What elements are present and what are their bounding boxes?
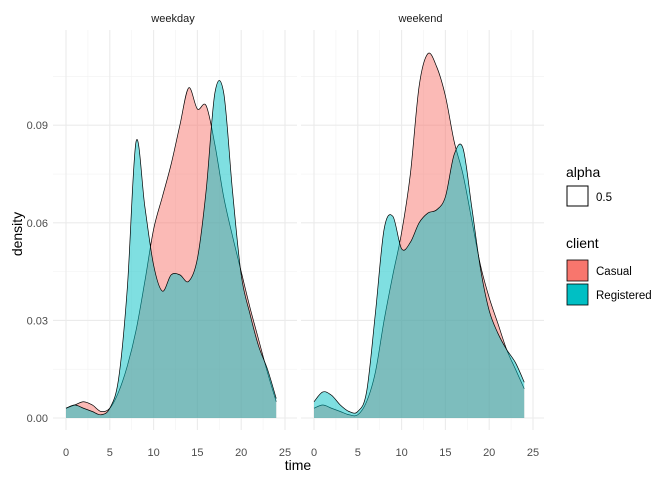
x-tick-label: 15 — [191, 447, 203, 459]
density-area-registered — [314, 144, 525, 418]
x-tick-label: 10 — [395, 447, 407, 459]
x-axis-ticks-weekday: 0 5 10 15 20 25 — [63, 447, 291, 459]
legend-client: client Casual Registered — [566, 235, 652, 306]
x-tick-label: 20 — [483, 447, 495, 459]
y-tick-label: 0.09 — [27, 120, 48, 132]
y-axis-ticks: 0.00 0.03 0.06 0.09 — [27, 120, 48, 425]
density-line-registered — [313, 143, 525, 414]
x-tick-label: 20 — [235, 447, 247, 459]
y-tick-label: 0.03 — [27, 315, 48, 327]
legend-label-registered: Registered — [596, 290, 652, 302]
legend-label-casual: Casual — [596, 266, 632, 278]
x-tick-label: 5 — [107, 447, 113, 459]
legend-alpha-key — [566, 185, 589, 207]
legend-key-casual — [566, 259, 589, 282]
legend-key-registered — [566, 283, 589, 306]
x-tick-label: 5 — [355, 447, 361, 459]
x-axis-title: time — [285, 457, 312, 473]
x-tick-label: 0 — [63, 447, 69, 459]
x-tick-label: 0 — [311, 447, 317, 459]
x-tick-label: 25 — [279, 447, 291, 459]
x-axis-ticks-weekend: 0 5 10 15 20 25 — [311, 447, 539, 459]
weekend-panel — [301, 30, 544, 430]
y-tick-label: 0.06 — [27, 218, 48, 230]
facet-label-weekend: weekend — [397, 13, 442, 25]
x-tick-label: 15 — [439, 447, 451, 459]
legend-alpha-label: 0.5 — [596, 192, 612, 204]
legend-alpha: alpha 0.5 — [566, 164, 612, 207]
y-axis-title: density — [9, 212, 25, 256]
weekday-panel — [53, 30, 297, 430]
legend-client-title: client — [566, 235, 599, 251]
density-line-casual — [65, 87, 277, 413]
facet-label-weekday: weekday — [150, 13, 195, 25]
density-area-registered — [66, 80, 277, 418]
x-tick-label: 10 — [147, 447, 159, 459]
y-tick-label: 0.00 — [27, 413, 48, 425]
x-tick-label: 25 — [527, 447, 539, 459]
legend-alpha-title: alpha — [566, 164, 600, 180]
density-line-registered — [65, 80, 277, 416]
